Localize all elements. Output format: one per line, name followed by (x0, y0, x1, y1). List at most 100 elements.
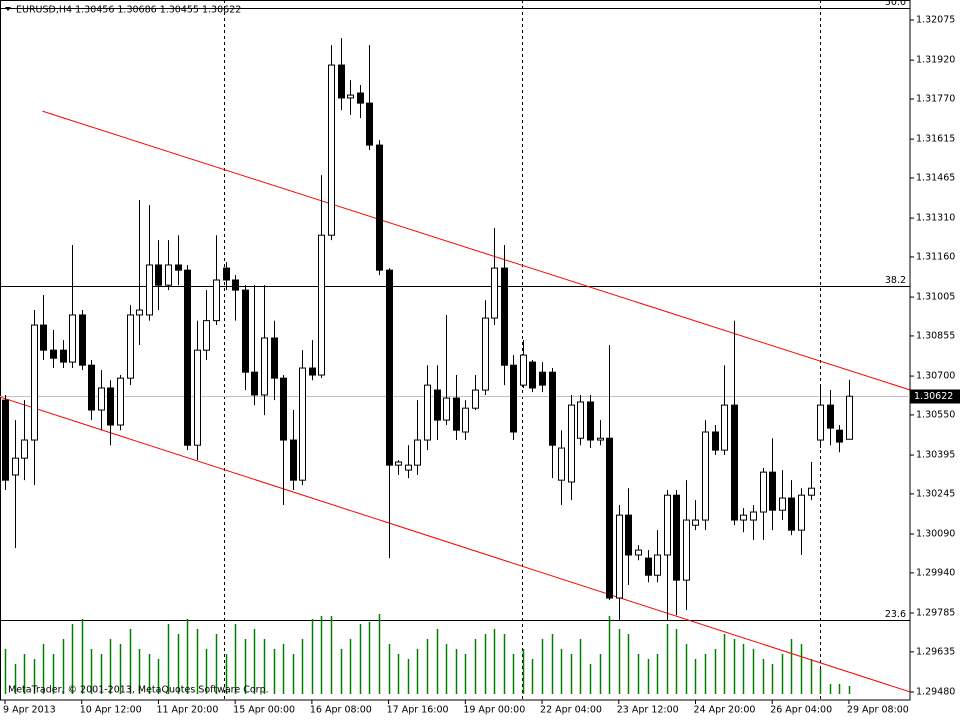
candle-body (395, 461, 402, 466)
candle-body (40, 324, 47, 351)
plot-area (0, 0, 910, 700)
candle-body (616, 514, 623, 599)
candle-body (606, 437, 613, 599)
candle-body (721, 404, 728, 451)
candle-body (60, 349, 67, 363)
y-tick-label: 1.29635 (916, 646, 955, 657)
candle-body (491, 267, 498, 319)
candle-body (712, 431, 719, 451)
candle-body (731, 404, 738, 521)
candle-body (290, 439, 297, 481)
x-tick-label: 26 Apr 04:00 (770, 705, 832, 716)
x-tick-label: 29 Apr 08:00 (847, 705, 909, 716)
y-tick-label: 1.31615 (916, 134, 955, 145)
candle-body (213, 279, 220, 322)
candle-body (127, 314, 134, 379)
candle-body (175, 264, 182, 271)
candle-body (223, 267, 230, 281)
bid-label: 1.30622 (914, 391, 953, 402)
y-tick-label: 1.29785 (916, 608, 955, 619)
candle-body (69, 314, 76, 363)
candle-body (692, 519, 699, 526)
candle-body (309, 367, 316, 376)
x-tick-label: 22 Apr 04:00 (540, 705, 602, 716)
candle-body (760, 471, 767, 513)
candle-body (827, 404, 834, 429)
chart-title: EURUSD,H4 1.30456 1.30686 1.30455 1.3062… (16, 5, 241, 16)
candle-body (194, 349, 201, 446)
candle-body (520, 354, 527, 386)
candle-body (280, 377, 287, 441)
candle-body (462, 407, 469, 433)
candle-body (299, 367, 306, 481)
candle-body (808, 487, 815, 496)
candle-body (549, 371, 556, 446)
y-tick-label: 1.30395 (916, 450, 955, 461)
bid-label-box (910, 389, 960, 404)
candle-body (750, 511, 757, 521)
candle-body (558, 447, 565, 481)
trendline (42, 110, 910, 391)
x-tick-label: 16 Apr 08:00 (310, 705, 372, 716)
candle-body (625, 514, 632, 556)
plot-frame (0, 0, 911, 701)
y-tick-label: 1.30550 (916, 409, 955, 420)
candle-body (453, 397, 460, 431)
candle-body (654, 554, 661, 576)
y-tick-label: 1.30700 (916, 371, 955, 382)
candle-body (347, 94, 354, 99)
candle-body (635, 549, 642, 556)
candle-body (146, 264, 153, 316)
fib-label: 50.0 (885, 0, 906, 8)
candle-body (434, 389, 441, 421)
candle-body (664, 494, 671, 556)
copyright: MetaTrader, © 2001-2013, MetaQuotes Soft… (8, 685, 269, 696)
x-tick-label: 24 Apr 20:00 (693, 705, 755, 716)
candle-body (12, 457, 19, 476)
candle-body (184, 269, 191, 446)
candle-body (779, 497, 786, 511)
candle-body (836, 429, 843, 443)
candle-body (271, 337, 278, 379)
candle-body (577, 401, 584, 439)
x-tick-label: 9 Apr 2013 (3, 705, 56, 716)
candle-body (386, 269, 393, 466)
x-tick-label: 10 Apr 12:00 (80, 705, 142, 716)
fib-label: 38.2 (885, 275, 906, 286)
fib-label: 23.6 (885, 609, 906, 620)
candle-body (846, 395, 853, 440)
candle-body (242, 289, 249, 373)
x-tick-label: 15 Apr 00:00 (233, 705, 295, 716)
candle-body (318, 234, 325, 376)
candle-body (510, 364, 517, 433)
trendline (0, 396, 910, 693)
candle-body (155, 264, 162, 286)
candle-body (117, 377, 124, 426)
candle-body (424, 384, 431, 441)
candle-body (31, 324, 38, 441)
y-tick-label: 1.29940 (916, 567, 955, 578)
candle-body (798, 494, 805, 531)
y-tick-label: 1.31770 (916, 93, 955, 104)
candle-body (472, 389, 479, 409)
candle-body (376, 144, 383, 271)
candle-body (568, 404, 575, 483)
candle-body (788, 497, 795, 531)
candle-body (107, 387, 114, 426)
y-tick-label: 1.31310 (916, 213, 955, 224)
candle-body (357, 92, 364, 104)
candle-body (587, 401, 594, 441)
y-tick-label: 1.32075 (916, 15, 955, 26)
y-tick-label: 1.31465 (916, 172, 955, 183)
candle-body (328, 64, 335, 236)
y-tick-label: 1.30245 (916, 488, 955, 499)
candle-body (88, 364, 95, 411)
y-tick-label: 1.31160 (916, 251, 955, 262)
candle-body (673, 494, 680, 581)
x-tick-label: 19 Apr 00:00 (463, 705, 525, 716)
candle-body (645, 557, 652, 576)
x-tick-label: 11 Apr 20:00 (156, 705, 218, 716)
candle-body (683, 519, 690, 581)
candle-body (817, 404, 824, 441)
candle-body (597, 437, 604, 441)
